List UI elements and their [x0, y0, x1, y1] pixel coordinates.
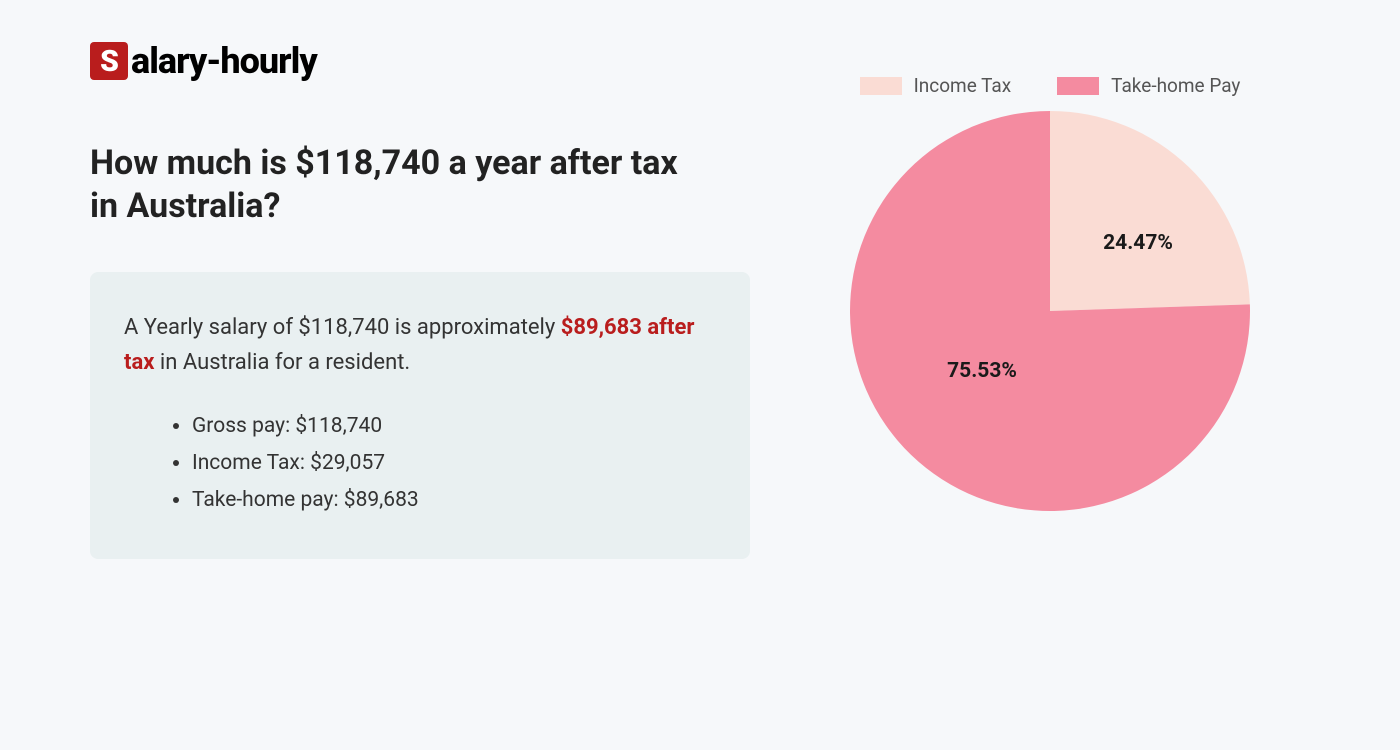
legend-swatch [860, 77, 902, 95]
legend-item-income-tax: Income Tax [860, 74, 1012, 97]
logo-badge: S [90, 42, 128, 80]
breakdown-list: Gross pay: $118,740 Income Tax: $29,057 … [124, 408, 716, 518]
legend-label: Take-home Pay [1111, 74, 1240, 97]
legend-swatch [1057, 77, 1099, 95]
list-item: Gross pay: $118,740 [192, 408, 716, 445]
pie-slice-label: 24.47% [1103, 231, 1173, 255]
site-logo: Salary-hourly [90, 40, 750, 82]
legend-label: Income Tax [914, 74, 1012, 97]
summary-suffix: in Australia for a resident. [154, 350, 410, 375]
logo-text: alary-hourly [131, 40, 317, 82]
list-item: Take-home pay: $89,683 [192, 482, 716, 519]
list-item: Income Tax: $29,057 [192, 445, 716, 482]
pie-chart: 24.47% 75.53% [850, 111, 1250, 511]
summary-box: A Yearly salary of $118,740 is approxima… [90, 272, 750, 559]
legend-item-take-home: Take-home Pay [1057, 74, 1240, 97]
right-column: Income Tax Take-home Pay 24.47% 75.53% [810, 40, 1290, 559]
summary-prefix: A Yearly salary of $118,740 is approxima… [124, 315, 561, 340]
chart-legend: Income Tax Take-home Pay [860, 74, 1241, 97]
page-heading: How much is $118,740 a year after tax in… [90, 142, 710, 227]
pie-svg [850, 111, 1250, 511]
summary-text: A Yearly salary of $118,740 is approxima… [124, 310, 716, 380]
pie-slice-label: 75.53% [947, 359, 1017, 383]
left-column: Salary-hourly How much is $118,740 a yea… [90, 40, 750, 559]
